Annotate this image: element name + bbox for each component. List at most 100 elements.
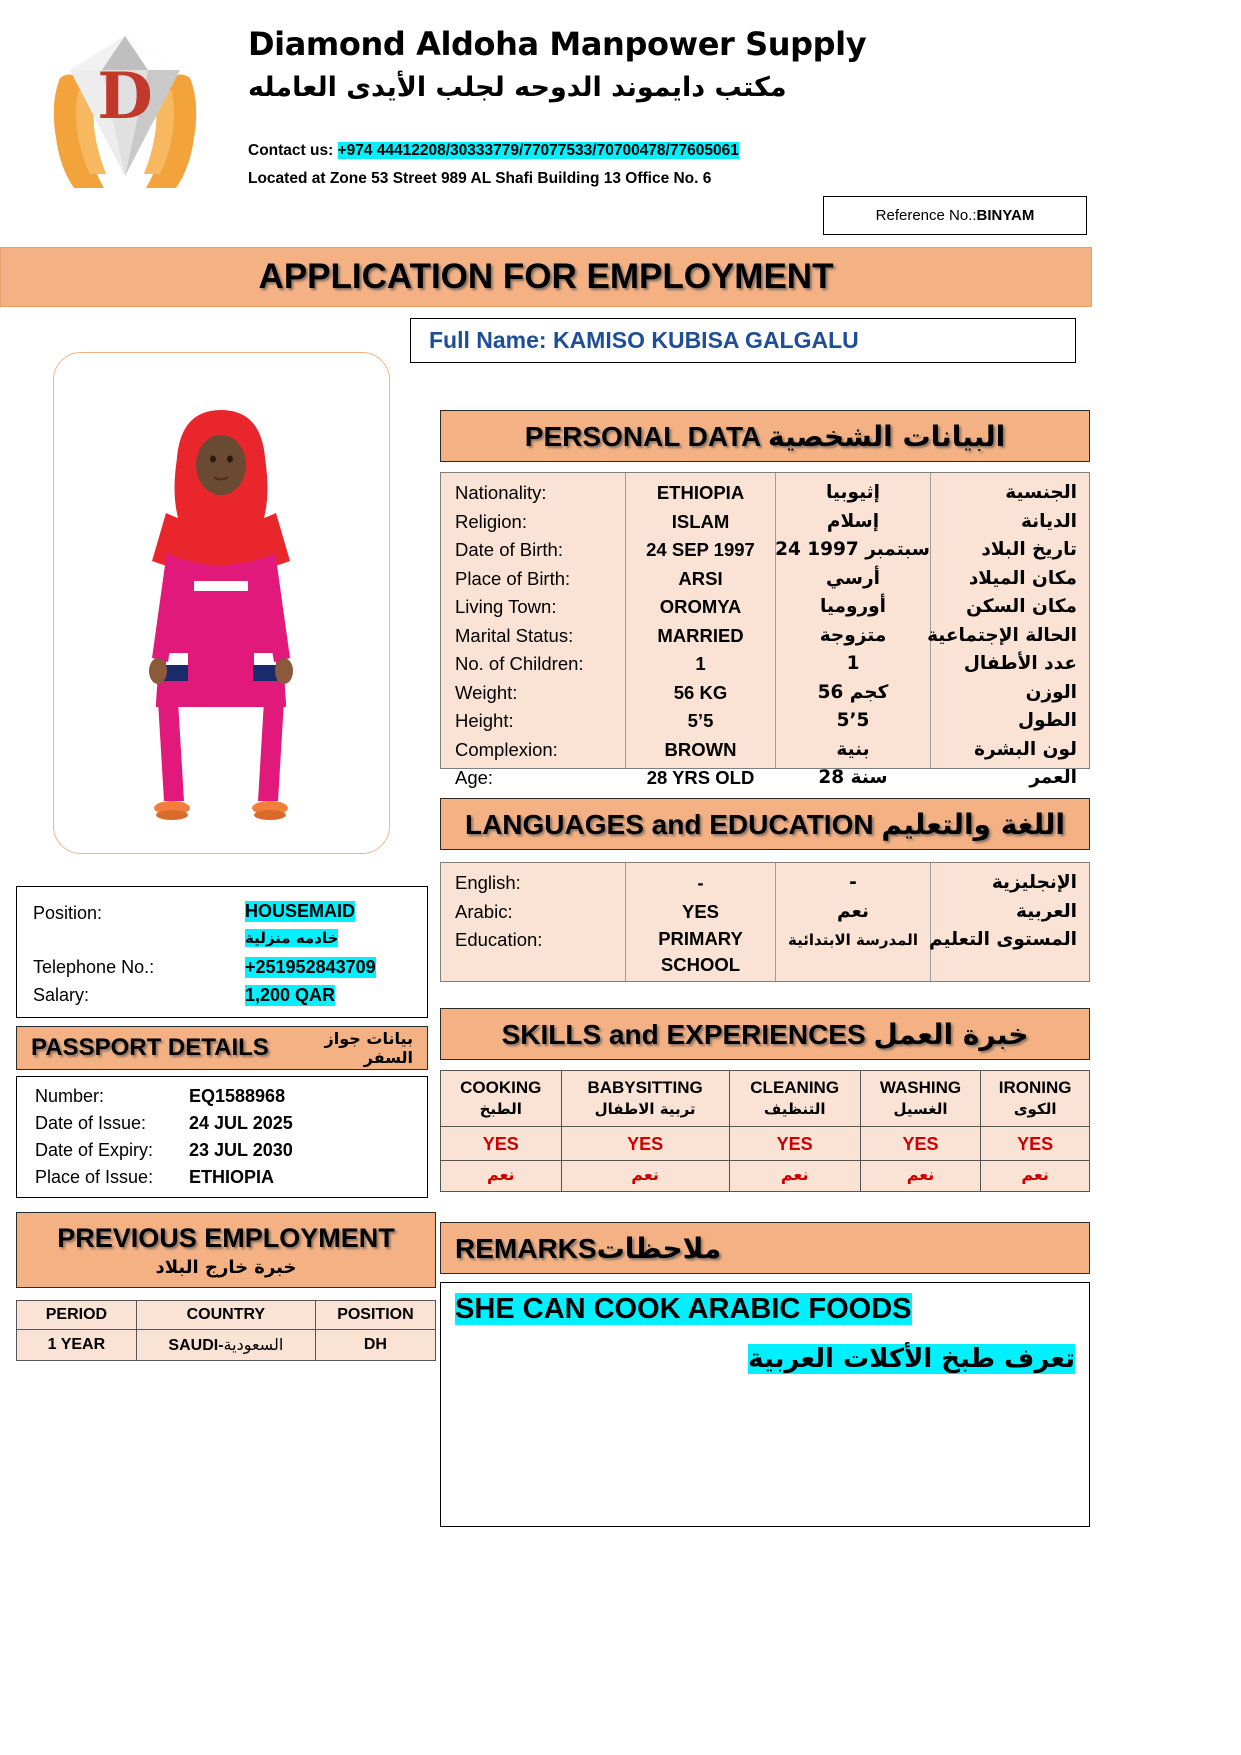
skill-header-cell: WASHING الغسيل	[859, 1069, 982, 1128]
lang-value: YES	[681, 900, 720, 922]
remarks-banner-text: REMARKSملاحظات	[455, 1232, 721, 1265]
skill-name-ar: الكوى	[1013, 1099, 1057, 1118]
pd-label-ar: مكان الميلاد	[968, 567, 1077, 589]
reference-number-box: Reference No.: BINYAM	[823, 196, 1087, 235]
lang-value-ar-column: - نعم المدرسة الابتدائية	[776, 863, 931, 981]
full-name-box: Full Name: KAMISO KUBISA GALGALU	[410, 318, 1076, 363]
pd-value: MARRIED	[657, 624, 744, 646]
pd-label-ar: لون البشرة	[974, 738, 1077, 760]
lang-value-ar: المدرسة الابتدائية	[788, 931, 918, 949]
lang-label: Arabic:	[455, 900, 513, 922]
pd-label-ar: الحالة الإجتماعية	[927, 624, 1077, 646]
pd-label-ar: تاريخ البلاد	[981, 539, 1077, 560]
passport-details-banner: PASSPORT DETAILS بيانات جواز السفر	[16, 1026, 428, 1070]
page-title-bar: APPLICATION FOR EMPLOYMENT	[0, 247, 1092, 307]
reference-label: Reference No.:	[875, 207, 977, 224]
personal-data-table: Nationality: Religion: Date of Birth: Pl…	[440, 472, 1090, 788]
skill-value-ar: نعم	[859, 1160, 982, 1192]
pd-value-ar: سبتمبر 1997 24	[775, 539, 930, 560]
passport-row: Date of Issue: 24 JUL 2025	[17, 1110, 427, 1137]
pd-value: ETHIOPIA	[656, 482, 745, 503]
pd-value: ARSI	[678, 567, 723, 589]
pd-label: Place of Birth:	[455, 567, 571, 589]
skill-value-en: YES	[560, 1126, 730, 1162]
pd-label-ar: الجنسية	[1005, 482, 1077, 503]
contact-label: Contact us:	[248, 142, 334, 159]
skill-value-ar: نعم	[560, 1160, 730, 1192]
passport-value: ETHIOPIA	[189, 1167, 275, 1187]
personal-data-banner-en: PERSONAL DATA	[524, 420, 761, 452]
position-value-ar: خادمه منزلية	[245, 929, 339, 947]
pe-header-period: PERIOD	[16, 1300, 137, 1330]
skill-name-en: WASHING	[879, 1077, 962, 1097]
pe-header-position: POSITION	[314, 1300, 437, 1330]
passport-details-box: Number: EQ1588968 Date of Issue: 24 JUL …	[16, 1076, 428, 1198]
lang-label-ar-column: الإنجليزية العربية المستوى التعليم	[929, 863, 1089, 981]
passport-label: Date of Expiry:	[35, 1140, 154, 1160]
lang-label-column: English: Arabic: Education:	[441, 863, 626, 981]
pd-value-ar: إثيوبيا	[826, 482, 880, 503]
pd-label-column: Nationality: Religion: Date of Birth: Pl…	[441, 473, 626, 788]
skills-value-row-ar: نعم نعم نعم نعم نعم	[440, 1160, 1090, 1192]
skill-value-en: YES	[859, 1126, 982, 1162]
languages-banner-text: LANGUAGES and EDUCATION اللغة والتعليم	[465, 808, 1065, 841]
pd-label: Nationality:	[455, 482, 547, 503]
pd-value-ar: أرسي	[826, 567, 880, 589]
pd-value-ar: بنية	[836, 738, 870, 760]
pd-label-ar: العمر	[1029, 767, 1077, 788]
pd-value-ar: متزوجة	[819, 624, 887, 646]
lang-label-ar: الإنجليزية	[991, 872, 1077, 893]
pd-value-ar: 5’5	[836, 710, 870, 731]
skill-header-cell: COOKING الطبخ	[440, 1069, 562, 1128]
reference-value: BINYAM	[976, 207, 1035, 224]
passport-row: Place of Issue: ETHIOPIA	[17, 1164, 427, 1191]
passport-row: Number: EQ1588968	[17, 1083, 427, 1110]
pd-label: Date of Birth:	[455, 539, 563, 560]
pe-period: 1 YEAR	[16, 1329, 137, 1361]
skills-experiences-banner: SKILLS and EXPERIENCES خبرة العمل	[440, 1008, 1090, 1060]
passport-value: 24 JUL 2025	[189, 1113, 293, 1133]
page-header: D Diamond Aldoha Manpower Supply مكتب دا…	[0, 0, 1241, 235]
pd-value-column: ETHIOPIA ISLAM 24 SEP 1997 ARSI OROMYA M…	[626, 473, 776, 788]
lang-label: Education:	[455, 929, 543, 950]
passport-label: Place of Issue:	[35, 1167, 154, 1187]
lang-value-ar: -	[849, 872, 857, 893]
pd-label-ar: عدد الأطفال	[963, 653, 1077, 674]
pd-label: Living Town:	[455, 596, 557, 617]
remarks-line-en-wrap: SHE CAN COOK ARABIC FOODS	[455, 1293, 1075, 1326]
skill-name-ar: الطبخ	[479, 1099, 522, 1118]
company-name-ar: مكتب دايموند الدوحه لجلب الأيدى العامله	[248, 72, 787, 103]
passport-value: 23 JUL 2030	[189, 1140, 293, 1160]
passport-row: Date of Expiry: 23 JUL 2030	[17, 1137, 427, 1164]
remarks-line-ar-wrap: تعرف طبخ الأكلات العربية	[455, 1344, 1075, 1374]
skill-value-en: YES	[440, 1126, 562, 1162]
pd-value-ar-column: إثيوبيا إسلام سبتمبر 1997 24 أرسي أورومي…	[775, 473, 931, 788]
pd-value-ar: سنة 28	[818, 767, 888, 788]
remarks-banner-en: REMARKS	[455, 1232, 597, 1264]
personal-data-banner-ar: البيانات الشخصية	[768, 419, 1006, 453]
skill-header-cell: IRONING الكوى	[980, 1069, 1090, 1128]
remarks-banner: REMARKSملاحظات	[440, 1222, 1090, 1274]
applicant-photo	[54, 353, 389, 853]
skill-name-en: IRONING	[998, 1077, 1072, 1097]
skill-name-en: COOKING	[460, 1077, 542, 1097]
skill-name-ar: التنظيف	[763, 1099, 826, 1118]
applicant-photo-frame	[53, 352, 390, 854]
languages-banner-ar: اللغة والتعليم	[881, 807, 1066, 841]
salary-value: 1,200 QAR	[245, 985, 336, 1006]
skills-table: COOKING الطبخ BABYSITTING تربية الاطفال …	[440, 1069, 1090, 1192]
pd-label: Weight:	[455, 681, 518, 703]
pd-value: 24 SEP 1997	[646, 539, 755, 560]
pd-label-ar: مكان السكن	[966, 596, 1077, 617]
skill-name-en: BABYSITTING	[587, 1077, 703, 1097]
skills-header-row: COOKING الطبخ BABYSITTING تربية الاطفال …	[440, 1069, 1090, 1128]
pd-value-ar: 1	[846, 653, 860, 674]
skill-value-en: YES	[728, 1126, 861, 1162]
pd-value-ar: إسلام	[826, 510, 880, 532]
passport-banner-ar: بيانات جواز السفر	[324, 1029, 413, 1067]
pe-header-country: COUNTRY	[135, 1300, 316, 1330]
pe-country: SAUDI-السعودية	[135, 1329, 316, 1361]
lang-label-ar: العربية	[1016, 900, 1077, 922]
pd-label-ar: الطول	[1018, 710, 1077, 731]
